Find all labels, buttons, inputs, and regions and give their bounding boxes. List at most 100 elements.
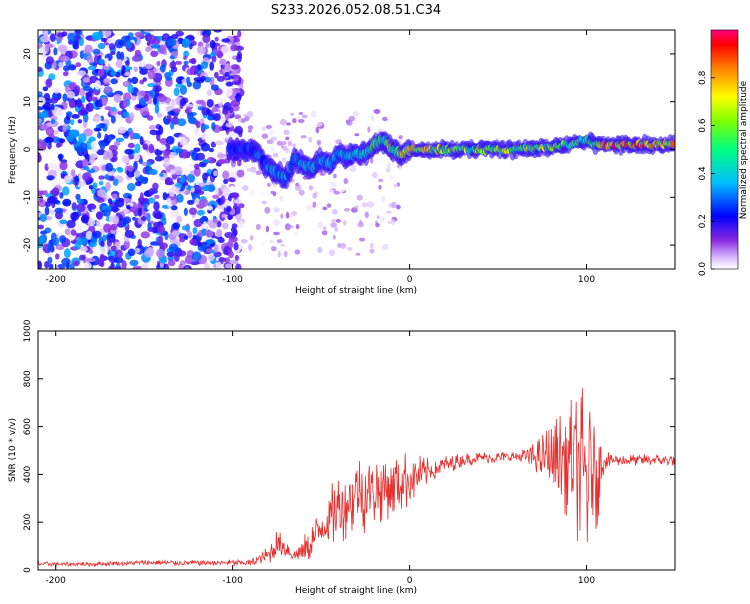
noise-speckle: [141, 263, 148, 269]
noise-speckle: [340, 242, 347, 249]
noise-speckle: [106, 37, 116, 44]
noise-speckle: [300, 135, 307, 139]
noise-speckle: [79, 142, 88, 153]
noise-speckle: [171, 98, 176, 109]
noise-speckle: [111, 106, 117, 112]
noise-speckle: [124, 148, 134, 155]
noise-speckle: [91, 230, 102, 239]
noise-speckle: [240, 239, 248, 244]
noise-speckle: [262, 126, 266, 131]
noise-speckle: [137, 238, 142, 249]
y-tick-label: 0: [23, 567, 33, 573]
noise-speckle: [229, 95, 236, 101]
ridge-cell: [670, 141, 675, 148]
noise-speckle: [61, 186, 70, 196]
noise-speckle: [95, 220, 101, 226]
noise-speckle: [154, 104, 160, 114]
noise-speckle: [96, 211, 104, 220]
noise-speckle: [75, 30, 81, 35]
noise-speckle: [207, 254, 215, 261]
noise-speckle: [159, 258, 168, 264]
noise-speckle: [265, 124, 272, 129]
y-tick-label: 400: [23, 466, 33, 483]
noise-speckle: [224, 71, 230, 78]
noise-speckle: [233, 199, 242, 204]
noise-speckle: [236, 169, 245, 178]
noise-speckle: [145, 165, 151, 172]
noise-speckle: [213, 244, 219, 253]
noise-speckle: [231, 80, 241, 86]
colorbar-label: Normalized spectral amplitude: [739, 80, 749, 219]
noise-speckle: [202, 221, 208, 230]
noise-speckle: [313, 145, 318, 152]
noise-speckle: [71, 114, 80, 119]
noise-speckle: [85, 104, 91, 111]
noise-speckle: [44, 136, 54, 144]
noise-speckle: [147, 222, 152, 230]
noise-speckle: [133, 170, 141, 177]
noise-speckle: [110, 245, 117, 252]
noise-speckle: [134, 143, 141, 154]
noise-speckle: [97, 42, 106, 50]
colorbar: 0.0 0.2 0.4 0.6 0.8 Normalized spectral ampl…: [698, 29, 749, 276]
noise-speckle: [50, 118, 56, 125]
noise-speckle: [322, 226, 327, 231]
noise-speckle: [144, 249, 154, 258]
noise-speckle: [333, 190, 340, 195]
noise-speckle: [343, 220, 347, 226]
noise-speckle: [176, 118, 187, 127]
noise-speckle: [85, 257, 96, 263]
figure-title: S233.2026.052.08.51.C34: [271, 3, 441, 18]
noise-speckle: [121, 197, 131, 203]
noise-speckle: [243, 113, 249, 118]
noise-speckle: [369, 242, 374, 249]
noise-speckle: [364, 211, 369, 219]
noise-speckle: [143, 201, 148, 212]
noise-speckle: [282, 145, 288, 151]
noise-speckle: [98, 180, 104, 186]
noise-speckle: [133, 152, 140, 162]
noise-speckle: [274, 234, 279, 240]
noise-speckle: [225, 81, 234, 87]
noise-speckle: [129, 112, 135, 122]
noise-speckle: [298, 111, 304, 116]
noise-speckle: [71, 202, 77, 210]
noise-speckle: [169, 151, 176, 159]
noise-speckle: [68, 64, 77, 71]
noise-speckle: [149, 124, 156, 130]
noise-speckle: [170, 200, 176, 206]
noise-speckle: [234, 254, 240, 261]
noise-speckle: [184, 190, 191, 196]
noise-speckle: [210, 84, 219, 91]
noise-speckle: [150, 50, 159, 58]
noise-speckle: [286, 211, 290, 219]
noise-speckle: [58, 153, 63, 162]
noise-speckle: [211, 122, 216, 131]
noise-speckle: [56, 223, 65, 228]
noise-speckle: [76, 236, 87, 245]
noise-speckle: [57, 44, 68, 53]
y-tick-label: -10: [23, 190, 33, 205]
noise-speckle: [259, 192, 267, 197]
noise-speckle: [115, 137, 125, 142]
noise-speckle: [82, 246, 88, 252]
noise-speckle: [39, 213, 47, 222]
noise-speckle: [65, 111, 73, 117]
noise-speckle: [204, 262, 210, 269]
noise-speckle: [102, 30, 112, 38]
noise-speckle: [49, 33, 56, 42]
noise-speckle: [93, 115, 102, 123]
noise-speckle: [157, 94, 167, 103]
noise-speckle: [247, 110, 254, 118]
noise-speckle: [335, 219, 341, 223]
noise-speckle: [167, 38, 177, 47]
noise-speckle: [281, 141, 287, 145]
noise-speckle: [223, 178, 229, 184]
noise-speckle: [44, 206, 50, 216]
y-tick-label: 600: [23, 418, 33, 435]
noise-speckle: [273, 207, 280, 213]
noise-speckle: [59, 138, 66, 144]
noise-speckle: [212, 113, 221, 122]
noise-speckle: [61, 257, 71, 266]
noise-speckle: [79, 254, 86, 261]
